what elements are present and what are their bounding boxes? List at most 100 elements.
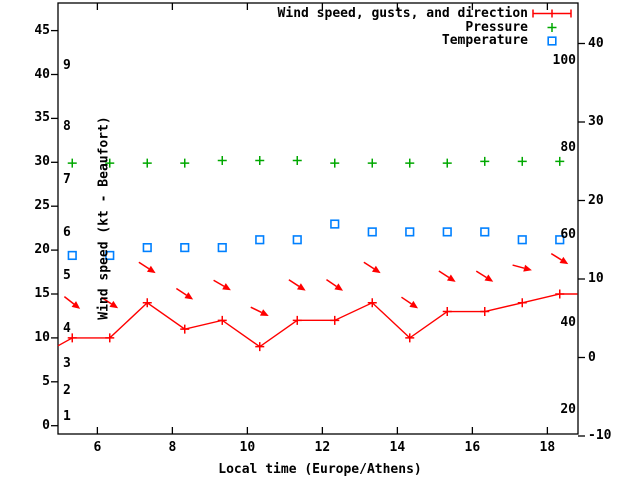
legend-label-temperature: Temperature xyxy=(441,33,528,48)
beaufort-scale-label: 7 xyxy=(63,171,71,187)
legend-symbol-pressure xyxy=(547,23,557,32)
pressure-point xyxy=(67,158,77,168)
temperature-point xyxy=(405,227,415,237)
temperature-point xyxy=(180,243,190,253)
pressure-point xyxy=(255,156,265,166)
legend-symbol-wind xyxy=(532,9,572,18)
fahrenheit-scale-label: 100 xyxy=(552,52,576,68)
wind-speed-point xyxy=(105,333,115,343)
left-axis-tick-label: 10 xyxy=(34,329,50,345)
fahrenheit-scale-label: 60 xyxy=(560,227,576,243)
right-axis-tick-label: 0 xyxy=(588,349,596,365)
left-axis-tick-label: 40 xyxy=(34,66,50,82)
x-axis-tick-label: 8 xyxy=(168,440,177,455)
left-axis-tick-label: 0 xyxy=(42,417,50,433)
temperature-point xyxy=(517,235,527,245)
wind-speed-point xyxy=(217,315,227,325)
pressure-point xyxy=(330,158,340,168)
right-axis-tick-label: 40 xyxy=(588,35,604,51)
pressure-point xyxy=(292,156,302,166)
temperature-point xyxy=(555,235,565,245)
wind-speed-point xyxy=(480,307,490,317)
fahrenheit-scale-label: 40 xyxy=(560,314,576,330)
x-axis-tick-label: 6 xyxy=(93,440,102,455)
x-axis-title: Local time (Europe/Athens) xyxy=(218,462,422,477)
temperature-point xyxy=(105,250,115,261)
left-axis-tick-label: 35 xyxy=(34,110,50,126)
pressure-point xyxy=(142,158,152,168)
pressure-point xyxy=(517,156,527,166)
legend-label-pressure: Pressure xyxy=(465,20,528,35)
wind-direction-arrow xyxy=(175,287,194,300)
left-axis-tick-label: 45 xyxy=(34,22,50,38)
wind-direction-arrow xyxy=(512,264,532,272)
wind-speed-point xyxy=(180,324,190,334)
beaufort-scale-label: 2 xyxy=(63,382,71,398)
beaufort-scale-label: 5 xyxy=(63,268,71,284)
pressure-point xyxy=(405,158,415,168)
plot-frame xyxy=(57,2,579,435)
wind-direction-arrow xyxy=(326,279,344,291)
x-axis-tick-label: 12 xyxy=(314,440,331,455)
beaufort-scale-label: 9 xyxy=(63,57,71,73)
right-axis-tick-label: 30 xyxy=(588,114,604,129)
wind-direction-arrow xyxy=(213,279,231,291)
wind-direction-arrow xyxy=(363,261,381,274)
pressure-point xyxy=(367,158,377,168)
wind-speed-point xyxy=(442,307,452,317)
x-axis-tick-label: 14 xyxy=(389,440,406,455)
wind-direction-arrow xyxy=(401,296,419,309)
wind-direction-arrow xyxy=(438,270,456,282)
fahrenheit-scale-label: 80 xyxy=(560,140,576,156)
temperature-point xyxy=(255,235,265,245)
right-axis-tick-label: -10 xyxy=(588,428,612,443)
right-axis-title-wrap: Temperature (C - F) xyxy=(596,0,636,480)
wind-speed-point xyxy=(67,333,77,343)
beaufort-scale-label: 3 xyxy=(63,356,71,372)
right-axis-tick-label: 20 xyxy=(588,192,604,208)
wind-speed-point xyxy=(142,298,152,308)
beaufort-scale-label: 6 xyxy=(63,224,71,240)
wind-direction-arrow xyxy=(250,306,269,316)
temperature-point xyxy=(217,243,227,253)
left-axis-tick-label: 25 xyxy=(34,198,50,214)
temperature-point xyxy=(330,219,340,229)
beaufort-scale-label: 1 xyxy=(63,408,71,424)
legend-label-wind: Wind speed, gusts, and direction xyxy=(277,6,528,21)
wind-direction-arrow xyxy=(100,296,119,309)
temperature-point xyxy=(442,227,452,237)
left-axis-tick-label: 5 xyxy=(42,373,50,389)
temperature-point xyxy=(480,227,490,237)
pressure-point xyxy=(442,158,452,168)
temperature-point xyxy=(67,250,77,261)
wind-speed-point xyxy=(255,342,265,352)
beaufort-scale-label: 4 xyxy=(63,321,71,337)
pressure-point xyxy=(217,156,227,166)
wind-speed-line xyxy=(57,293,578,348)
wind-direction-arrow xyxy=(63,296,81,309)
x-axis-tick-label: 18 xyxy=(539,440,556,455)
wind-direction-arrow xyxy=(550,252,569,265)
x-axis-tick-label: 16 xyxy=(464,440,481,455)
wind-speed-point xyxy=(405,333,415,343)
left-axis-title: Wind speed (kt - Beaufort) xyxy=(96,116,112,320)
wind-speed-point xyxy=(367,298,377,308)
legend-symbol-temperature xyxy=(547,36,557,46)
wind-speed-point xyxy=(555,289,565,299)
wind-speed-point xyxy=(330,315,340,325)
temperature-point xyxy=(367,227,377,237)
wind-direction-arrow xyxy=(288,279,306,291)
temperature-point xyxy=(142,243,152,253)
left-axis-tick-label: 30 xyxy=(34,154,50,170)
temperature-point xyxy=(292,235,302,245)
pressure-point xyxy=(105,158,115,168)
wind-direction-arrow xyxy=(138,261,156,274)
left-axis-tick-label: 15 xyxy=(34,286,50,301)
pressure-point xyxy=(555,156,565,166)
beaufort-scale-label: 8 xyxy=(63,119,71,135)
right-axis-tick-label: 10 xyxy=(588,271,604,286)
pressure-point xyxy=(480,156,490,166)
wind-speed-point xyxy=(517,298,527,308)
